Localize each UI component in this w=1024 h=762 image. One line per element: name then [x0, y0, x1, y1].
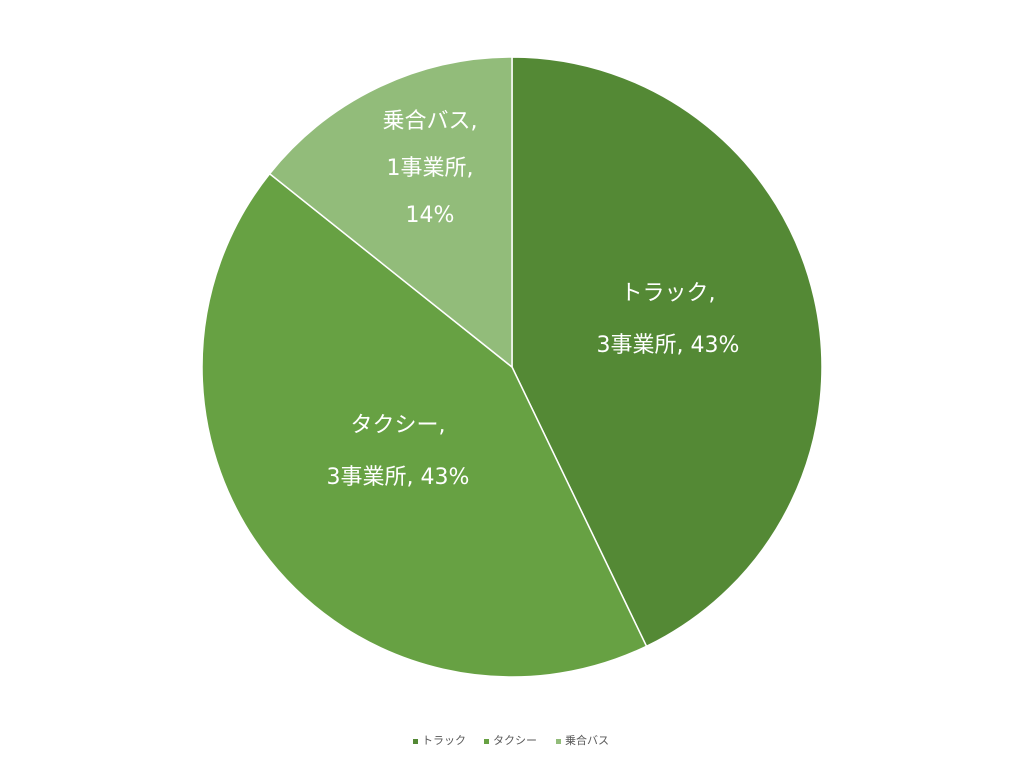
legend-label-1: トラック: [422, 734, 466, 747]
data-label-line: トラック,: [621, 281, 716, 306]
data-label-line: タクシー,: [351, 413, 446, 438]
data-label-line: 1事業所,: [387, 156, 474, 181]
data-label-1: トラック, 3事業所, 43%: [597, 281, 740, 358]
data-label-line: 乗合バス,: [383, 109, 478, 134]
legend-label-2: タクシー: [493, 734, 537, 747]
data-labels: トラック, 3事業所, 43% タクシー, 3事業所, 43% 乗合バス, 1事業所, 14…: [327, 109, 740, 490]
pie-slice-1: [511, 56, 823, 648]
data-label-line: 3事業所, 43%: [327, 465, 470, 490]
legend: トラック タクシー 乗合バス: [413, 733, 609, 747]
data-label-line: 3事業所, 43%: [597, 333, 740, 358]
data-label-3: 乗合バス, 1事業所, 14%: [383, 109, 478, 228]
legend-marker-1: [413, 739, 418, 744]
legend-label-3: 乗合バス: [565, 733, 609, 747]
legend-marker-3: [556, 739, 561, 744]
data-label-2: タクシー, 3事業所, 43%: [327, 413, 470, 490]
pie-slices: [201, 56, 823, 678]
data-label-line: 14%: [406, 203, 455, 228]
pie-slice-2: [201, 172, 648, 678]
pie-slice-3: [268, 56, 513, 369]
legend-marker-2: [484, 739, 489, 744]
